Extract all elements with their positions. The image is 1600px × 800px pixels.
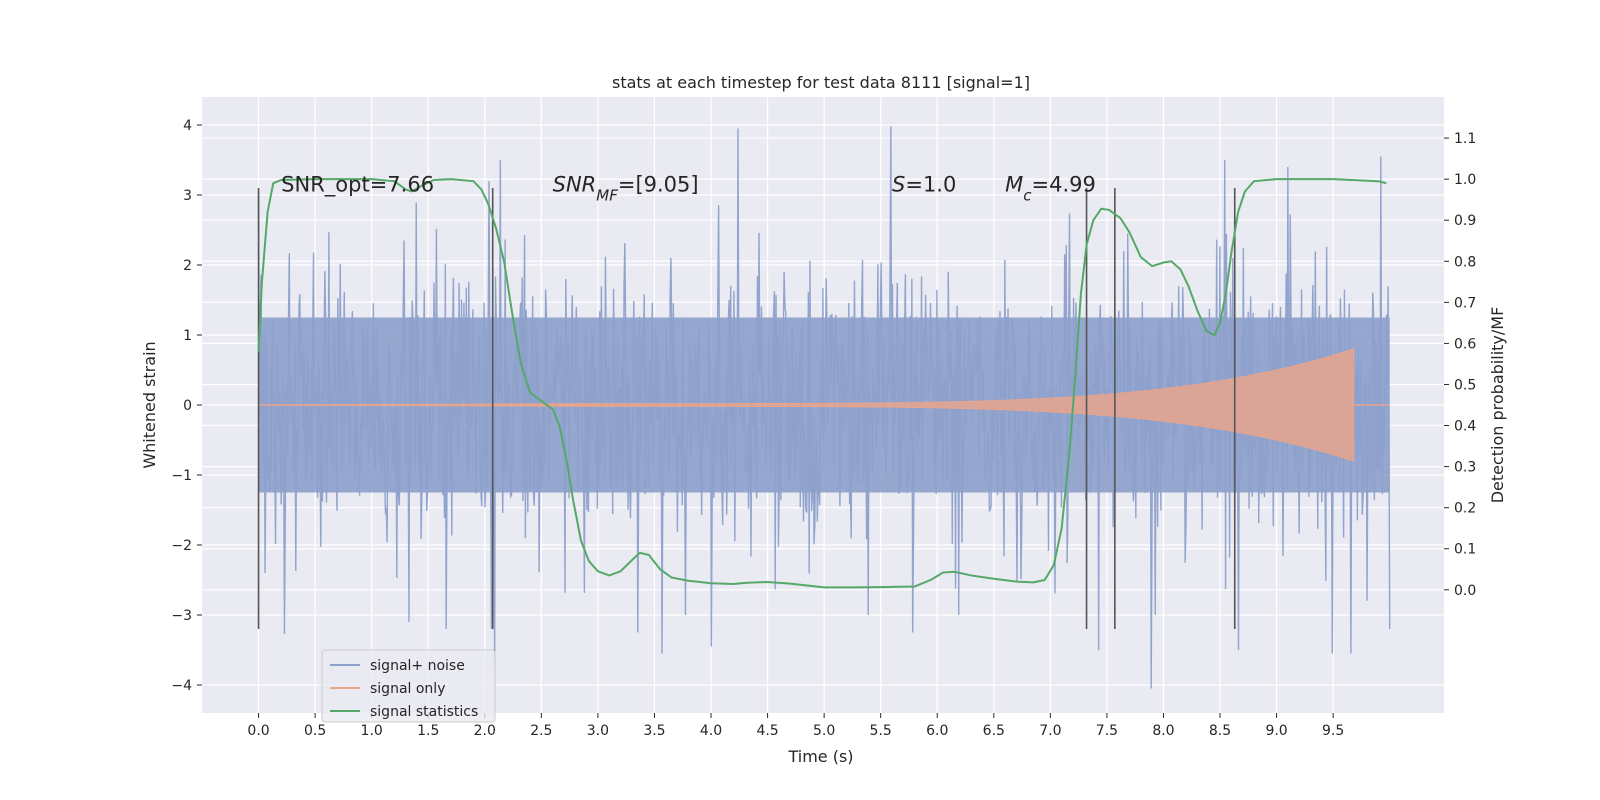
y-tick-label: 0 bbox=[183, 398, 192, 414]
annotation-text: S=1.0 bbox=[892, 173, 956, 197]
y-right-tick-label: 0.9 bbox=[1454, 213, 1476, 229]
y-tick-label: −1 bbox=[171, 468, 192, 484]
y-axis-label: Whitened strain bbox=[140, 341, 159, 468]
annotations: SNR_opt=7.66 SNRMF=[9.05] S=1.0 Mc=4.99 bbox=[281, 173, 1096, 205]
x-axis-label: Time (s) bbox=[787, 747, 853, 766]
x-tick-label: 0.0 bbox=[247, 723, 269, 739]
x-tick-label: 9.0 bbox=[1265, 723, 1287, 739]
legend-label: signal only bbox=[370, 681, 445, 697]
y-right-tick-label: 0.5 bbox=[1454, 377, 1476, 393]
series-signal-statistics bbox=[257, 178, 1387, 589]
x-tick-label: 0.5 bbox=[304, 723, 326, 739]
annotation-text: SNRMF=[9.05] bbox=[553, 173, 699, 205]
y-right-tick-label: 1.1 bbox=[1454, 131, 1476, 147]
x-tick-label: 6.5 bbox=[983, 723, 1005, 739]
x-tick-label: 3.5 bbox=[643, 723, 665, 739]
annotation-text: SNR_opt=7.66 bbox=[281, 173, 434, 198]
y-tick-label: 3 bbox=[183, 188, 192, 204]
vertical-markers bbox=[257, 188, 1236, 629]
y-right-tick-label: 0.4 bbox=[1454, 419, 1476, 435]
y-right-tick-label: 0.1 bbox=[1454, 542, 1476, 558]
x-tick-label: 4.5 bbox=[756, 723, 778, 739]
y-tick-label: 4 bbox=[183, 118, 192, 134]
legend-label: signal statistics bbox=[370, 704, 478, 720]
x-tick-label: 2.5 bbox=[530, 723, 552, 739]
x-tick-label: 8.0 bbox=[1152, 723, 1174, 739]
annotation-text: Mc=4.99 bbox=[1005, 173, 1096, 205]
y-axis-right-label: Detection probability/MF bbox=[1488, 307, 1507, 504]
x-tick-label: 8.5 bbox=[1209, 723, 1231, 739]
x-tick-label: 3.0 bbox=[587, 723, 609, 739]
y-tick-label: 2 bbox=[183, 258, 192, 274]
x-tick-label: 7.5 bbox=[1096, 723, 1118, 739]
y-axis-ticks: −4 −3 −2 −1 0 1 2 3 4 bbox=[171, 118, 202, 694]
x-tick-label: 1.5 bbox=[417, 723, 439, 739]
y-right-tick-label: 1.0 bbox=[1454, 172, 1476, 188]
y-right-tick-label: 0.6 bbox=[1454, 336, 1476, 352]
x-tick-label: 9.5 bbox=[1322, 723, 1344, 739]
y-right-tick-label: 0.3 bbox=[1454, 460, 1476, 476]
y-right-tick-label: 0.8 bbox=[1454, 254, 1476, 270]
legend-box bbox=[321, 649, 496, 723]
x-tick-label: 7.0 bbox=[1039, 723, 1061, 739]
x-tick-label: 4.0 bbox=[700, 723, 722, 739]
y-tick-label: −3 bbox=[171, 608, 192, 624]
y-tick-label: −4 bbox=[171, 678, 192, 694]
legend: signal+ noise signal only signal statistic… bbox=[321, 649, 496, 723]
y-axis-right-ticks: 0.0 0.1 0.2 0.3 0.4 0.5 0.6 0.7 0.8 0.9 1.0 1.1 bbox=[1444, 131, 1476, 599]
chart-title: stats at each timestep for test data 811… bbox=[612, 73, 1030, 92]
y-tick-label: −2 bbox=[171, 538, 192, 554]
x-tick-label: 2.0 bbox=[474, 723, 496, 739]
x-tick-label: 5.0 bbox=[813, 723, 835, 739]
y-tick-label: 1 bbox=[183, 328, 192, 344]
legend-label: signal+ noise bbox=[370, 658, 465, 674]
x-axis-ticks: 0.0 0.5 1.0 1.5 2.0 2.5 3.0 3.5 4.0 4.5 5.0 5.5 6.0 6… bbox=[247, 713, 1344, 739]
y-right-tick-label: 0.2 bbox=[1454, 501, 1476, 517]
y-right-tick-label: 0.7 bbox=[1454, 295, 1476, 311]
x-tick-label: 5.5 bbox=[870, 723, 892, 739]
series-signal-only bbox=[258, 348, 1390, 462]
signal-statistics-line bbox=[257, 178, 1387, 589]
x-tick-label: 6.0 bbox=[926, 723, 948, 739]
x-tick-label: 1.0 bbox=[361, 723, 383, 739]
y-right-tick-label: 0.0 bbox=[1454, 583, 1476, 599]
